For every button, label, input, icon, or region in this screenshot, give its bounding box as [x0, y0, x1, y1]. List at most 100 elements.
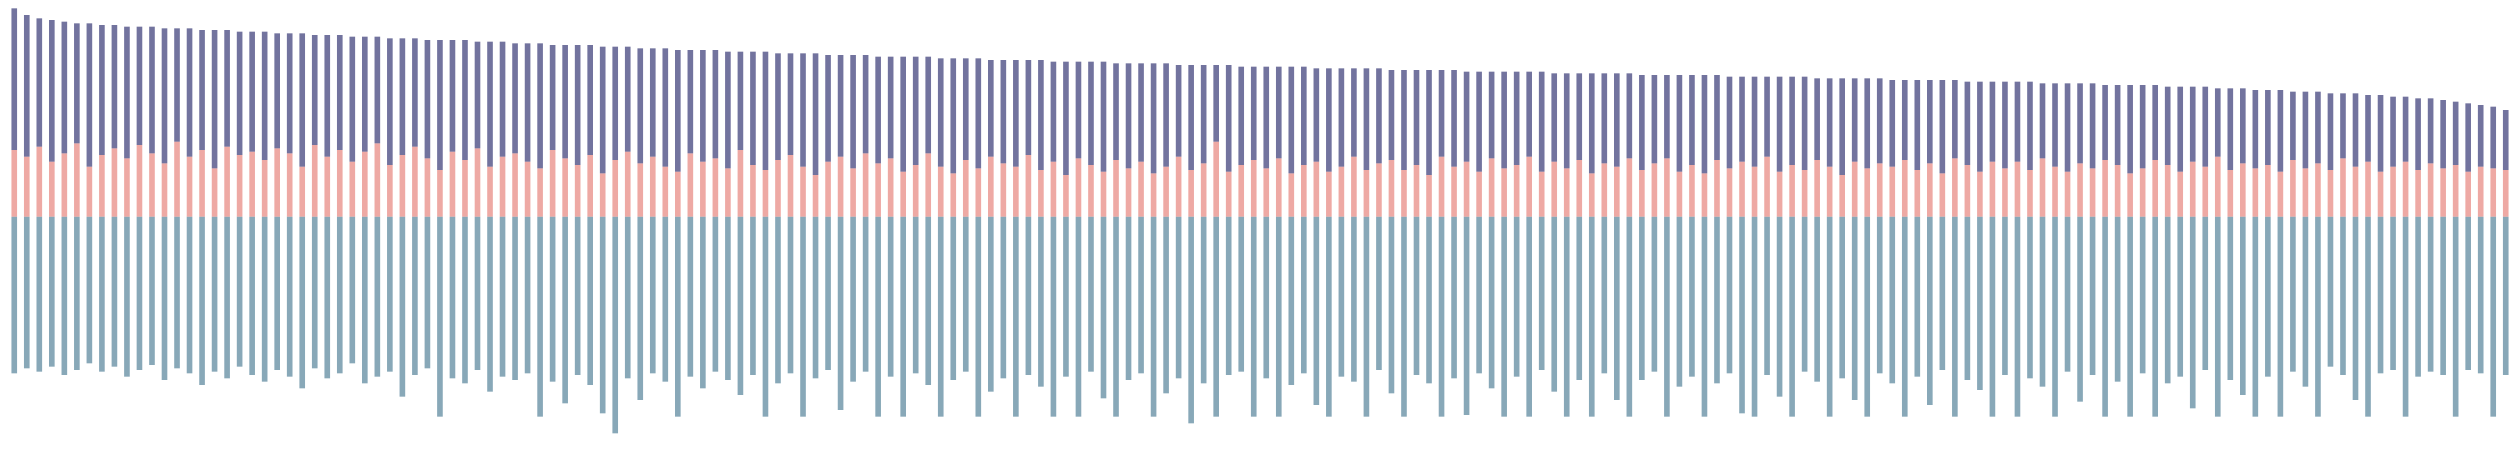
bar-segment: [1063, 216, 1069, 377]
bar-segment: [2365, 216, 2371, 417]
bar-segment: [587, 155, 593, 217]
bar-segment: [2114, 165, 2121, 217]
bar-segment: [2365, 95, 2371, 162]
bar-segment: [2340, 158, 2346, 217]
bar-segment: [574, 216, 581, 375]
bar-segment: [887, 216, 894, 377]
bar-segment: [775, 53, 781, 161]
bar-segment: [2139, 168, 2146, 217]
bar-segment: [74, 216, 80, 370]
bar-segment: [1563, 216, 1570, 417]
bar-segment: [311, 216, 318, 369]
bar-segment: [1927, 216, 1933, 405]
bar-segment: [1063, 175, 1069, 217]
bar-segment: [462, 216, 468, 384]
bar-segment: [1563, 73, 1570, 169]
bar-segment: [311, 35, 318, 145]
bar-segment: [324, 216, 331, 379]
bar-segment: [549, 150, 556, 217]
bar-segment: [1789, 165, 1795, 217]
bar-segment: [1250, 160, 1257, 217]
bar-segment: [2202, 166, 2209, 217]
bar-segment: [1388, 70, 1395, 160]
bar-segment: [1626, 158, 1633, 217]
bar-segment: [412, 146, 418, 217]
bar-segment: [2302, 216, 2309, 387]
bar-segment: [111, 148, 118, 217]
bar-segment: [937, 58, 944, 167]
bar-segment: [524, 216, 531, 374]
bar-segment: [2039, 83, 2046, 159]
bar-segment: [336, 35, 343, 150]
bar-segment: [700, 161, 706, 217]
bar-segment: [875, 56, 881, 164]
bar-segment: [624, 216, 631, 379]
bar-segment: [1939, 80, 1946, 174]
bar-segment: [474, 41, 481, 149]
bar-segment: [2352, 166, 2359, 217]
bar-segment: [1876, 78, 1883, 164]
bar-segment: [1275, 66, 1282, 159]
bar-segment: [1013, 166, 1019, 217]
bar-segment: [1351, 68, 1357, 157]
bar-segment: [1113, 160, 1119, 217]
bar-segment: [1438, 216, 1445, 417]
bar-segment: [2052, 216, 2058, 417]
bar-segment: [199, 150, 205, 217]
bar-segment: [161, 216, 168, 380]
bar-segment: [2064, 216, 2071, 372]
bar-segment: [1463, 71, 1470, 162]
bar-segment: [1601, 216, 1608, 374]
bar-segment: [988, 60, 994, 157]
bar-segment: [887, 158, 894, 217]
bar-segment: [1501, 216, 1507, 417]
bar-segment: [1789, 216, 1795, 417]
bar-segment: [1225, 65, 1232, 172]
bar-segment: [2164, 165, 2171, 217]
bar-segment: [1501, 71, 1507, 169]
bar-segment: [1313, 216, 1320, 405]
bar-segment: [186, 216, 193, 374]
bar-segment: [86, 216, 93, 364]
bar-segment: [1588, 216, 1595, 417]
bar-segment: [649, 216, 656, 374]
bar-segment: [1326, 216, 1332, 417]
bar-segment: [887, 56, 894, 159]
bar-segment: [2227, 170, 2234, 217]
bar-segment: [161, 28, 168, 164]
bar-segment: [1639, 216, 1645, 380]
bar-segment: [1601, 163, 1608, 217]
bar-segment: [1476, 171, 1482, 217]
bar-segment: [1814, 78, 1820, 160]
bar-segment: [1263, 168, 1270, 217]
bar-segment: [387, 165, 393, 217]
bar-segment: [524, 43, 531, 162]
bar-segment: [249, 151, 255, 217]
bar-segment: [1150, 173, 1157, 217]
bar-segment: [1463, 216, 1470, 415]
bar-segment: [1826, 216, 1833, 417]
bar-segment: [812, 53, 819, 176]
bar-segment: [1338, 68, 1345, 167]
bar-segment: [1188, 65, 1194, 170]
bar-segment: [1977, 81, 1983, 172]
bar-segment: [1113, 63, 1119, 161]
bar-segment: [725, 168, 731, 217]
bar-segment: [1614, 216, 1620, 400]
bar-segment: [174, 141, 180, 217]
bar-segment: [349, 161, 356, 217]
bar-segment: [1901, 160, 1908, 217]
bar-segment: [336, 150, 343, 217]
bar-segment: [2402, 216, 2409, 417]
bar-segment: [1376, 163, 1382, 217]
bar-segment: [399, 216, 406, 397]
bar-segment: [975, 216, 982, 417]
bar-segment: [2477, 166, 2484, 217]
bar-segment: [1939, 173, 1946, 217]
bar-segment: [1200, 163, 1207, 217]
bar-segment: [524, 161, 531, 217]
bar-segment: [1275, 158, 1282, 217]
bar-segment: [750, 216, 756, 375]
bar-segment: [975, 58, 982, 169]
bar-segment: [299, 166, 306, 217]
